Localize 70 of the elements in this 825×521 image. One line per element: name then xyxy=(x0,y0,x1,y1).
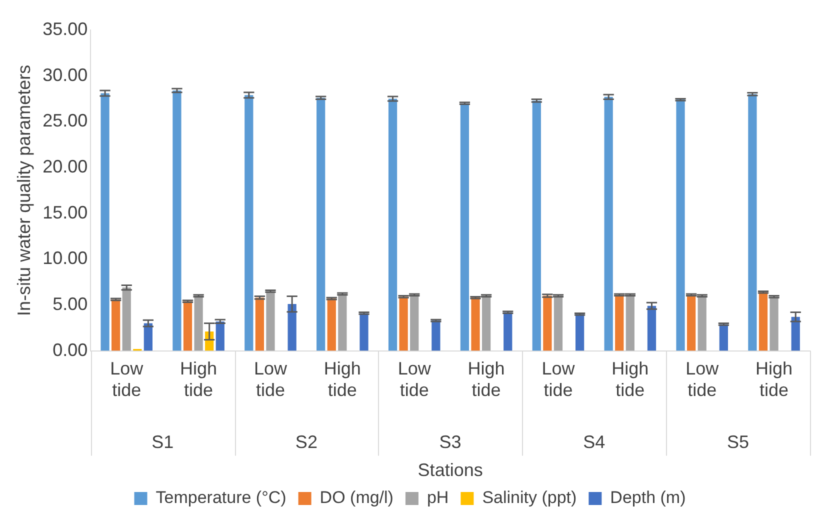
x-tick-label: Low tide xyxy=(686,358,720,400)
y-tick-label: 35.00 xyxy=(42,18,88,39)
y-tick-label: 25.00 xyxy=(42,110,88,131)
y-tick-label: 30.00 xyxy=(42,64,88,85)
bar xyxy=(399,296,408,351)
bar xyxy=(471,298,480,351)
bar xyxy=(288,304,296,351)
y-tick-label: 15.00 xyxy=(42,202,88,222)
bar xyxy=(626,294,634,351)
y-tick-label: 20.00 xyxy=(42,156,88,176)
bar xyxy=(482,296,491,351)
x-tick-label: Low tide xyxy=(254,358,288,400)
bar xyxy=(770,296,778,351)
bar xyxy=(554,296,563,351)
bar xyxy=(172,90,182,351)
text: S3 xyxy=(439,432,462,452)
bar xyxy=(255,298,264,351)
text: S1 xyxy=(152,432,174,452)
bar xyxy=(388,98,398,351)
bar xyxy=(748,94,757,351)
bar xyxy=(410,294,419,351)
bar xyxy=(676,100,685,351)
text: S5 xyxy=(727,432,750,452)
legend-label: Salinity (ppt) xyxy=(482,488,577,508)
bar xyxy=(316,98,326,351)
bar xyxy=(327,298,336,351)
x-tick-label: High tide xyxy=(756,358,793,400)
bar xyxy=(719,324,728,351)
bar xyxy=(460,103,470,351)
y-tick-label: 0.00 xyxy=(52,340,88,360)
bar xyxy=(575,314,584,351)
bar xyxy=(266,291,275,351)
x-axis-title: Stations xyxy=(418,460,483,480)
bar xyxy=(543,296,552,351)
x-tick-label: Low tide xyxy=(398,358,432,400)
bar xyxy=(122,288,131,351)
legend-label: pH xyxy=(426,488,449,508)
legend-label: Temperature (°C) xyxy=(156,488,286,508)
bar xyxy=(360,313,368,351)
bar xyxy=(532,100,541,351)
x-tick-label: High tide xyxy=(324,358,361,400)
bar xyxy=(432,320,440,351)
bar xyxy=(604,96,613,351)
bar xyxy=(194,296,203,351)
text: S2 xyxy=(295,432,318,452)
y-tick-label: 10.00 xyxy=(42,248,88,268)
bar xyxy=(615,294,624,351)
legend-label: Depth (m) xyxy=(610,488,686,508)
bar xyxy=(183,301,192,351)
bar xyxy=(791,316,800,351)
bar xyxy=(244,95,254,351)
x-tick-label: High tide xyxy=(468,358,505,400)
bar xyxy=(144,323,153,351)
x-tick-label: High tide xyxy=(180,358,218,400)
y-axis-title: In-situ water quality parameters xyxy=(14,64,34,316)
bar xyxy=(504,312,512,351)
x-tick-label: Low tide xyxy=(542,358,576,400)
bar xyxy=(100,93,110,351)
bar xyxy=(698,296,706,351)
text: S4 xyxy=(583,432,606,452)
legend-label: DO (mg/l) xyxy=(320,488,394,508)
y-tick-label: 5.00 xyxy=(52,294,88,314)
bar xyxy=(216,321,224,351)
x-tick-label: High tide xyxy=(612,358,649,400)
bar xyxy=(338,294,347,351)
bar xyxy=(758,292,768,351)
bar xyxy=(112,299,120,351)
x-tick-label: Low tide xyxy=(110,358,144,400)
bar xyxy=(686,294,696,351)
bar xyxy=(647,306,656,351)
